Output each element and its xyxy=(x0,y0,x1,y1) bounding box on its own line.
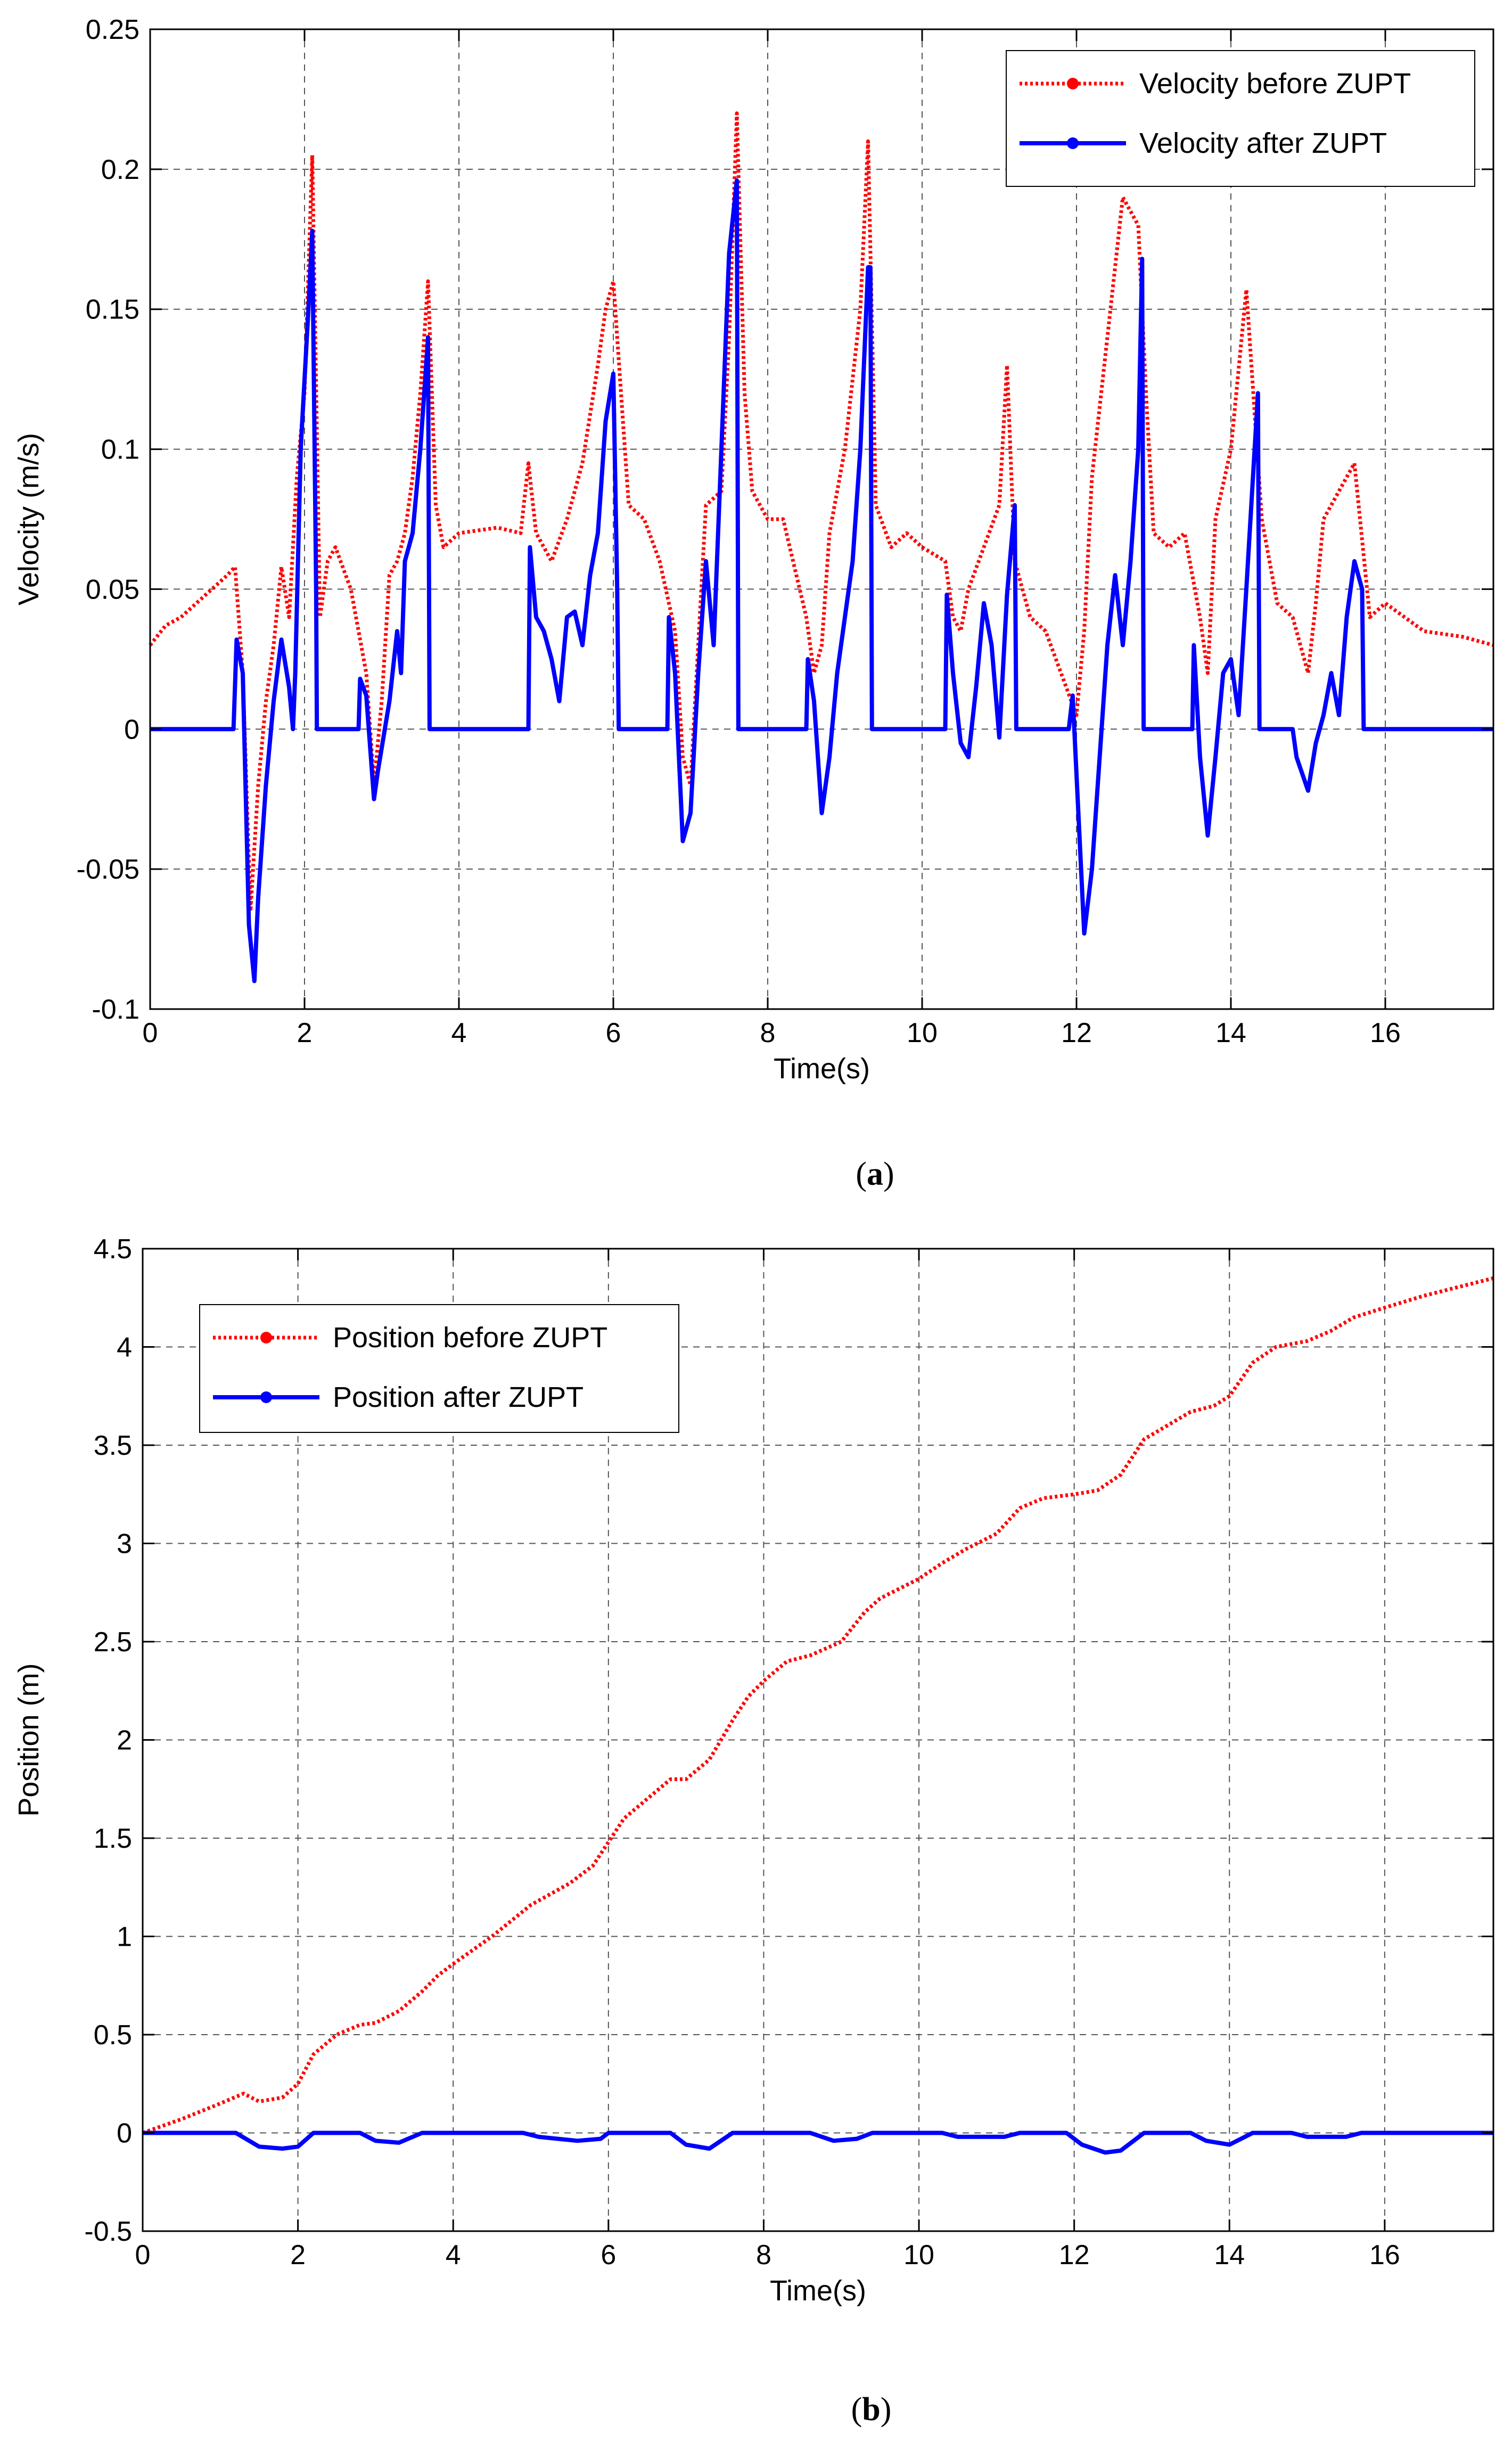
chart-b-caption-letter: b xyxy=(862,2391,880,2428)
chart-b-x-tick-label: 16 xyxy=(1369,2240,1400,2271)
chart-b-y-tick-label: 1 xyxy=(117,1922,132,1953)
chart-a-legend-marker-1 xyxy=(1067,78,1079,89)
chart-b-y-axis-label: Position (m) xyxy=(13,1663,45,1816)
chart-a-plot-area xyxy=(150,29,1493,1009)
chart-b-x-tick-label: 10 xyxy=(903,2240,934,2271)
chart-a-y-tick-label: 0.05 xyxy=(86,574,139,605)
chart-b-series-2-line xyxy=(143,2131,1493,2155)
chart-panel-b: 0 2 4 6 8 10 12 14 16-0.500.511.522.533.544.5Tim… xyxy=(13,1234,1494,2428)
chart-b-y-tick-label: 4 xyxy=(117,1332,132,1363)
chart-a-x-tick-label: 2 xyxy=(297,1018,313,1048)
chart-a-y-tick-label: 0.25 xyxy=(86,14,139,45)
chart-b-x-tick-label: 4 xyxy=(446,2240,461,2271)
chart-a-y-tick-label: -0.1 xyxy=(92,994,139,1025)
chart-a-caption: (a) xyxy=(856,1156,894,1192)
chart-a-y-tick-label: 0.2 xyxy=(101,154,139,185)
chart-a-x-axis-label: Time(s) xyxy=(774,1053,870,1085)
chart-b-x-tick-label: 12 xyxy=(1059,2240,1090,2271)
chart-a-caption-open-paren: ( xyxy=(856,1156,867,1192)
chart-b-y-tick-label: 4.5 xyxy=(94,1234,132,1265)
chart-a-x-tick-label: 14 xyxy=(1215,1018,1246,1048)
chart-b-x-axis-label: Time(s) xyxy=(770,2275,866,2307)
chart-b-legend-marker-2 xyxy=(260,1391,272,1403)
chart-b-x-tick-label: 8 xyxy=(756,2240,771,2271)
chart-b-y-tick-label: -0.5 xyxy=(84,2216,132,2247)
chart-a-series-1-line xyxy=(149,111,1494,913)
chart-a-y-tick-label: 0 xyxy=(124,714,139,745)
chart-a-x-tick-label: 4 xyxy=(451,1018,467,1048)
chart-b-y-tick-label: 3 xyxy=(117,1529,132,1560)
chart-a-x-tick-label: 6 xyxy=(606,1018,621,1048)
chart-a-y-tick-label: 0.15 xyxy=(86,294,139,325)
chart-a-x-tick-label: 8 xyxy=(760,1018,776,1048)
chart-a-y-tick-label: 0.1 xyxy=(101,435,139,465)
chart-a-x-tick-label: 0 xyxy=(143,1018,158,1048)
chart-a-x-tick-label: 10 xyxy=(907,1018,938,1048)
chart-b-y-tick-label: 1.5 xyxy=(94,1823,132,1854)
chart-b-legend-label-2: Position after ZUPT xyxy=(333,1381,584,1413)
chart-b-legend-marker-1 xyxy=(260,1332,272,1343)
chart-a-legend-label-2: Velocity after ZUPT xyxy=(1139,127,1387,159)
chart-a-y-axis-label: Velocity (m/s) xyxy=(13,433,45,605)
chart-b-y-tick-label: 2 xyxy=(117,1725,132,1756)
chart-b-caption: (b) xyxy=(851,2391,892,2428)
chart-b-y-tick-label: 0.5 xyxy=(94,2020,132,2051)
chart-b-legend-box xyxy=(199,1304,679,1433)
chart-a-legend: Velocity before ZUPT Velocity after ZUPT xyxy=(1006,50,1475,187)
chart-b-x-tick-label: 2 xyxy=(290,2240,306,2271)
chart-b-caption-open-paren: ( xyxy=(851,2391,862,2428)
chart-b-legend: Position before ZUPT Position after ZUPT xyxy=(199,1304,679,1433)
chart-b-x-tick-label: 0 xyxy=(135,2240,151,2271)
chart-b-caption-close-paren: ) xyxy=(881,2391,892,2428)
chart-a-x-tick-label: 12 xyxy=(1061,1018,1092,1048)
chart-a-caption-letter: a xyxy=(867,1156,883,1192)
chart-a-x-tick-label: 16 xyxy=(1370,1018,1401,1048)
chart-b-legend-label-1: Position before ZUPT xyxy=(333,1322,607,1354)
chart-b-x-tick-label: 6 xyxy=(601,2240,616,2271)
chart-a-legend-box xyxy=(1006,50,1475,187)
chart-b-x-tick-label: 14 xyxy=(1214,2240,1245,2271)
chart-a-axes-frame xyxy=(149,28,1494,1010)
chart-a-y-tick-label: -0.05 xyxy=(76,854,139,885)
chart-b-y-tick-label: 2.5 xyxy=(94,1627,132,1658)
chart-b-series-1-line xyxy=(142,1276,1494,2135)
chart-b-y-tick-label: 3.5 xyxy=(94,1430,132,1461)
chart-a-legend-label-1: Velocity before ZUPT xyxy=(1139,68,1411,100)
chart-a-series-2-line xyxy=(150,178,1493,984)
chart-a-legend-marker-2 xyxy=(1067,137,1079,149)
chart-a-caption-close-paren: ) xyxy=(883,1156,894,1192)
chart-panel-a: 0 2 4 6 8 10 12 14 16 -0.1 -0.05 0 0.05 0.1 0.15 0.2 0.2… xyxy=(13,14,1494,1192)
chart-b-y-tick-label: 0 xyxy=(117,2118,132,2149)
